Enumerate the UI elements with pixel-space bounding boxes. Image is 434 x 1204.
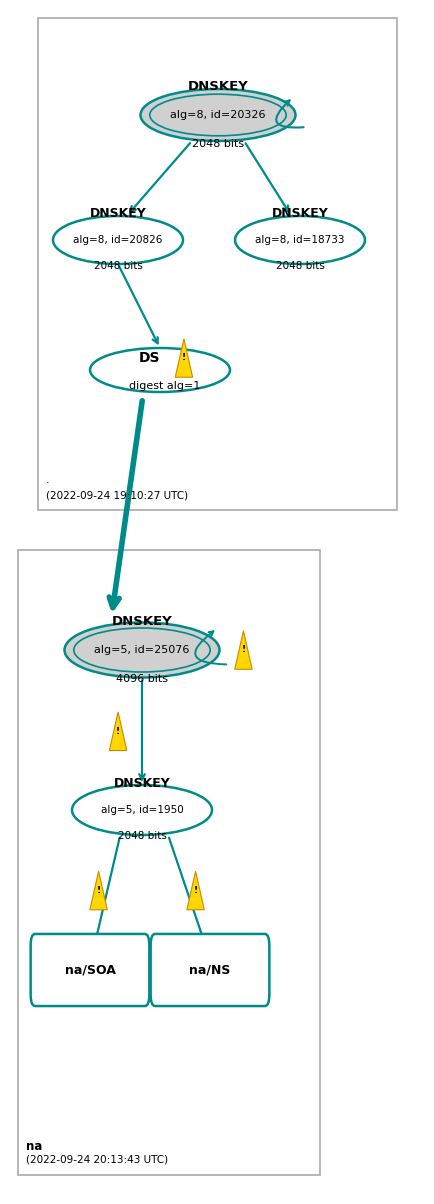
Text: 2048 bits: 2048 bits <box>191 138 243 149</box>
Text: !: ! <box>193 886 197 895</box>
Ellipse shape <box>53 216 183 264</box>
FancyBboxPatch shape <box>150 934 269 1007</box>
Ellipse shape <box>72 785 211 836</box>
Text: na/SOA: na/SOA <box>64 963 115 976</box>
Polygon shape <box>90 872 107 910</box>
Text: na/NS: na/NS <box>189 963 230 976</box>
Bar <box>18 550 319 1175</box>
Ellipse shape <box>90 348 230 393</box>
Text: DNSKEY: DNSKEY <box>271 207 328 220</box>
Text: 2048 bits: 2048 bits <box>117 832 166 842</box>
Text: 4096 bits: 4096 bits <box>116 674 168 684</box>
Text: 2048 bits: 2048 bits <box>93 261 142 271</box>
Text: digest alg=1: digest alg=1 <box>128 380 200 390</box>
Ellipse shape <box>234 216 364 264</box>
Text: alg=5, id=25076: alg=5, id=25076 <box>94 645 189 655</box>
Ellipse shape <box>64 622 219 678</box>
Text: alg=8, id=20826: alg=8, id=20826 <box>73 235 162 244</box>
Ellipse shape <box>140 89 295 141</box>
Text: 2048 bits: 2048 bits <box>275 261 324 271</box>
Text: !: ! <box>96 886 100 895</box>
Text: (2022-09-24 20:13:43 UTC): (2022-09-24 20:13:43 UTC) <box>26 1155 168 1165</box>
Text: alg=5, id=1950: alg=5, id=1950 <box>100 805 183 815</box>
Text: !: ! <box>181 354 186 362</box>
Text: DS: DS <box>138 350 160 365</box>
Text: DNSKEY: DNSKEY <box>89 207 146 220</box>
Polygon shape <box>187 872 204 910</box>
Text: .: . <box>46 476 49 485</box>
Polygon shape <box>109 712 126 750</box>
Text: alg=8, id=20326: alg=8, id=20326 <box>170 110 265 120</box>
Text: na: na <box>26 1140 42 1153</box>
FancyBboxPatch shape <box>30 934 149 1007</box>
Text: !: ! <box>116 727 120 736</box>
Text: DNSKEY: DNSKEY <box>187 79 248 93</box>
Bar <box>38 18 396 510</box>
Text: DNSKEY: DNSKEY <box>113 777 170 790</box>
Text: !: ! <box>241 645 245 655</box>
Polygon shape <box>234 631 252 669</box>
Text: alg=8, id=18733: alg=8, id=18733 <box>255 235 344 244</box>
Text: (2022-09-24 19:10:27 UTC): (2022-09-24 19:10:27 UTC) <box>46 490 187 500</box>
Polygon shape <box>175 338 192 377</box>
Text: DNSKEY: DNSKEY <box>112 614 172 627</box>
